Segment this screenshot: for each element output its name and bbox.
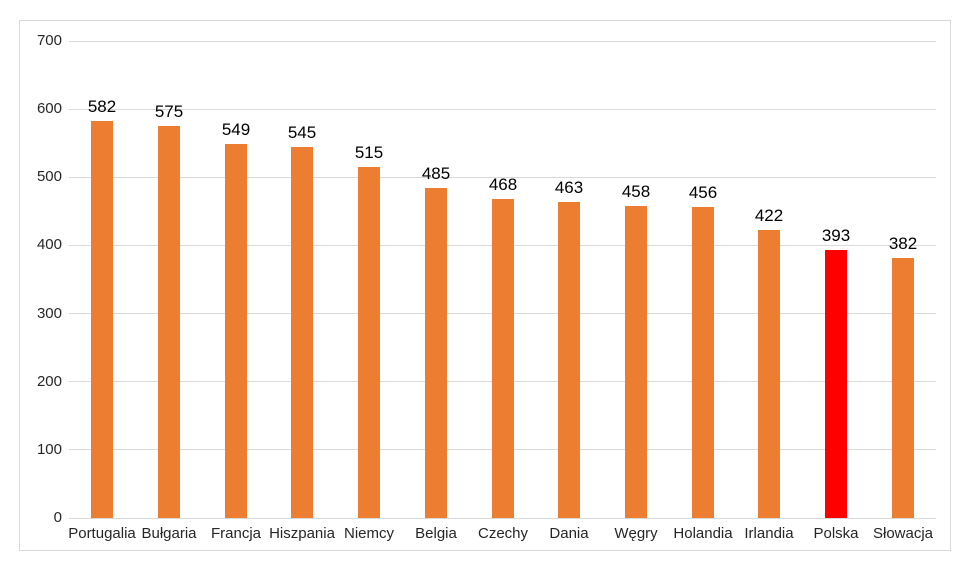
x-axis-label: Węgry (614, 525, 658, 542)
bar-value-label: 582 (87, 97, 117, 116)
bar-value-label: 393 (821, 226, 851, 245)
x-axis-label: Dania (549, 525, 589, 542)
bar-highlighted (825, 250, 847, 518)
bar-value-label: 468 (488, 175, 518, 194)
x-axis-label: Irlandia (744, 525, 794, 542)
x-axis-label: Portugalia (68, 525, 136, 542)
x-axis-label: Belgia (415, 525, 457, 542)
y-axis-tick-label: 600 (36, 100, 62, 118)
bar-value-label: 515 (354, 143, 384, 162)
bar-value-label: 549 (221, 120, 251, 139)
bar-value-label: 382 (888, 234, 918, 253)
bar-value-label: 456 (688, 183, 718, 202)
bar (558, 202, 580, 518)
y-axis-tick-label: 500 (36, 168, 62, 186)
bar (892, 258, 914, 518)
bar-value-label: 575 (154, 102, 184, 121)
bar-value-label: 463 (554, 178, 584, 197)
y-axis-tick-label: 400 (36, 236, 62, 254)
x-axis-label: Polska (813, 525, 859, 542)
y-axis-tick-label: 300 (36, 304, 62, 322)
bar (692, 207, 714, 518)
bar-value-label: 545 (287, 123, 317, 142)
y-axis-tick-label: 700 (36, 32, 62, 49)
bar (358, 167, 380, 518)
bar (291, 147, 313, 518)
bar-value-label: 485 (421, 164, 451, 183)
gridline (69, 108, 936, 110)
x-axis-label: Czechy (477, 525, 529, 542)
bar (91, 121, 113, 518)
plot-area: 582 575 549 545 515 485 468 463 458 456 422 393 382 (69, 40, 936, 519)
y-axis-tick-label: 200 (36, 372, 62, 390)
bar (492, 199, 514, 518)
x-axis-label: Bułgaria (141, 525, 197, 542)
bar (425, 188, 447, 518)
x-axis-label: Francja (210, 525, 262, 542)
x-axis-line (69, 518, 936, 519)
chart-frame: 582 575 549 545 515 485 468 463 458 456 422 393 382 … (19, 20, 951, 551)
y-axis-tick-label: 0 (53, 509, 62, 526)
x-axis-label: Słowacja (872, 525, 934, 542)
x-axis-label: Holandia (673, 525, 733, 542)
gridline (69, 40, 936, 42)
bar (625, 206, 647, 518)
bar (158, 126, 180, 518)
bar (758, 230, 780, 518)
bar-value-label: 458 (621, 182, 651, 201)
bar (225, 144, 247, 518)
y-axis-tick-label: 100 (36, 440, 62, 458)
x-axis-label: Hiszpania (269, 525, 335, 542)
bar-value-label: 422 (754, 206, 784, 225)
gridline (69, 176, 936, 178)
x-axis-label: Niemcy (343, 525, 394, 542)
